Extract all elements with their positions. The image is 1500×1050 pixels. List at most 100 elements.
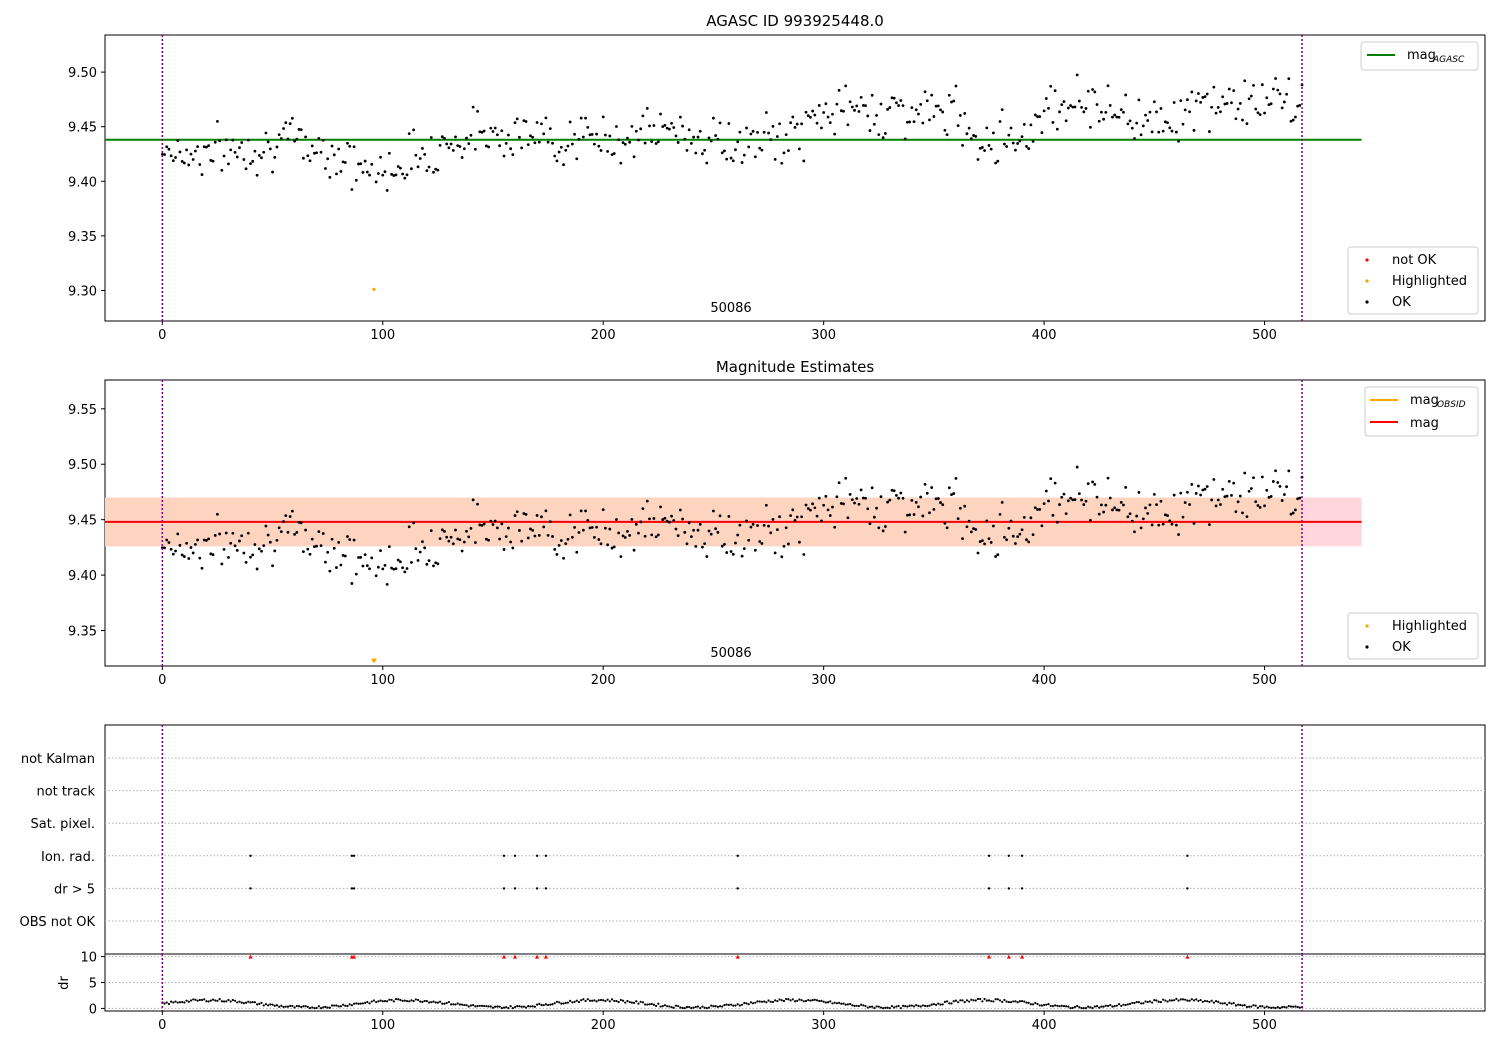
dr-point	[194, 998, 197, 1001]
data-point-ok	[328, 569, 332, 573]
dr-point	[447, 1000, 450, 1004]
data-point-ok	[218, 532, 222, 536]
data-point-ok	[205, 538, 208, 542]
data-point-ok	[537, 533, 541, 537]
dr-point	[721, 1005, 724, 1008]
data-point-ok	[403, 176, 407, 180]
dr-point	[791, 998, 794, 1001]
dr-point	[463, 1003, 466, 1007]
data-point-ok	[1117, 115, 1121, 119]
data-point-ok	[467, 535, 471, 539]
data-point-ok	[606, 543, 610, 547]
dr-point	[1153, 999, 1156, 1002]
data-point-ok	[359, 162, 363, 166]
dr-point	[560, 1002, 563, 1005]
y-tick-label: 9.40	[68, 175, 97, 190]
dr-point	[1283, 1005, 1286, 1009]
data-point-ok	[994, 161, 998, 165]
data-point-ok	[815, 514, 819, 518]
dr-point	[946, 1000, 949, 1003]
dr-point	[917, 1004, 920, 1007]
data-point-ok	[1168, 126, 1172, 130]
data-point-ok	[758, 146, 762, 150]
data-point-ok	[324, 560, 327, 564]
data-point-ok	[260, 549, 263, 553]
dr-point	[240, 1001, 243, 1004]
data-point-ok	[639, 520, 643, 524]
dr-point	[546, 1003, 550, 1007]
data-point-ok	[416, 559, 420, 562]
dr-point	[531, 1005, 534, 1008]
data-point-ok	[1181, 515, 1185, 519]
data-point-ok	[749, 132, 753, 136]
dr-point	[260, 1001, 263, 1005]
data-point-ok	[1130, 519, 1134, 523]
dr-point	[236, 1001, 239, 1004]
dr-point	[564, 1001, 567, 1005]
data-point-ok	[989, 147, 993, 151]
data-point-ok	[1093, 90, 1097, 94]
dr-point	[948, 1002, 951, 1005]
dr-point	[165, 1001, 168, 1004]
data-point-ok	[171, 552, 175, 556]
data-point-ok	[429, 136, 433, 139]
data-point-highlighted	[372, 287, 376, 291]
data-point-ok	[659, 505, 662, 509]
flag-tick-label: dr > 5	[54, 882, 95, 897]
dr-point	[284, 1005, 287, 1008]
data-point-ok	[191, 551, 195, 555]
dr-point	[1276, 1006, 1279, 1009]
data-point-ok	[535, 121, 539, 124]
data-point-ok	[985, 126, 989, 130]
data-point-ok	[1210, 498, 1214, 502]
data-point-ok	[969, 137, 973, 141]
dr-point	[851, 1004, 854, 1007]
y-tick-label: 9.35	[68, 625, 97, 640]
dr-point	[527, 1004, 530, 1008]
data-point-ok	[976, 551, 980, 555]
dr-point	[189, 999, 193, 1002]
data-point-ok	[974, 134, 978, 138]
legend-agasc-lines: mag AGASC	[1360, 41, 1479, 71]
data-point-ok	[780, 555, 784, 559]
dr-point	[752, 1002, 755, 1005]
data-point-ok	[1141, 517, 1145, 521]
data-point-ok	[1009, 126, 1013, 130]
dr-point	[558, 1001, 561, 1004]
data-point-ok	[1033, 113, 1037, 117]
dr-point	[1091, 1007, 1094, 1010]
data-point-ok	[286, 530, 290, 534]
data-point-ok	[903, 137, 907, 141]
data-point-ok	[740, 554, 744, 558]
data-point-ok	[1236, 500, 1240, 504]
data-point-ok	[1278, 484, 1282, 488]
dr-point	[756, 1000, 759, 1003]
data-point-ok	[238, 539, 241, 543]
dr-point	[692, 1006, 695, 1009]
data-point-ok	[753, 155, 757, 159]
data-point-ok	[696, 135, 700, 139]
data-point-ok	[1086, 482, 1090, 486]
data-point-ok	[246, 138, 250, 142]
data-point-ok	[577, 531, 581, 534]
data-point-ok	[1016, 535, 1020, 539]
data-point-ok	[354, 572, 358, 576]
dr-point	[1175, 997, 1178, 1000]
data-point-ok	[432, 170, 435, 174]
data-point-ok	[961, 537, 964, 541]
dr-point	[782, 999, 786, 1003]
data-point-ok	[531, 528, 535, 532]
data-point-ok	[1128, 512, 1132, 516]
data-point-ok	[769, 531, 773, 535]
dr-point	[895, 1005, 898, 1008]
data-point-ok	[1249, 487, 1253, 490]
data-point-ok	[1014, 148, 1017, 152]
data-point-ok	[1097, 119, 1101, 123]
data-point-ok	[317, 530, 321, 533]
dr-point	[1001, 1000, 1004, 1003]
data-point-ok	[551, 141, 554, 145]
data-point-ok	[1042, 109, 1046, 113]
dr-point	[849, 1002, 852, 1006]
data-point-ok	[888, 106, 892, 109]
data-point-ok	[249, 162, 252, 166]
